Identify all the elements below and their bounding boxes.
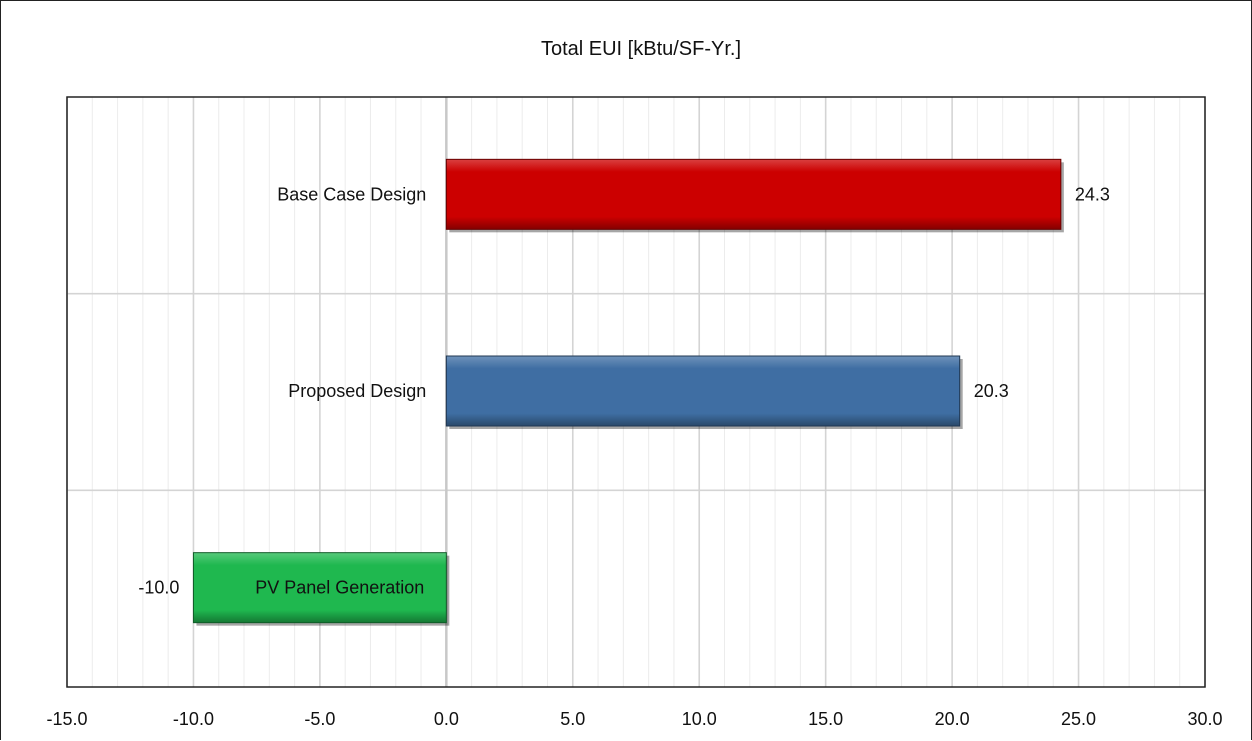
bar-proposed-design [445, 355, 961, 427]
bar-pv-panel-generation [192, 552, 447, 624]
bar-base-case-design [445, 158, 1062, 230]
plot-area [66, 96, 1206, 688]
data-label: -10.0 [138, 578, 179, 598]
chart-title: Total EUI [kBtu/SF-Yr.] [541, 38, 741, 60]
x-tick-label: 10.0 [682, 709, 717, 729]
category-label: Proposed Design [288, 381, 426, 401]
x-tick-label: 30.0 [1187, 709, 1222, 729]
x-tick-label: 0.0 [434, 709, 459, 729]
x-tick-label: -5.0 [304, 709, 335, 729]
category-label: PV Panel Generation [255, 578, 424, 598]
category-label: Base Case Design [277, 184, 426, 204]
x-tick-label: 5.0 [560, 709, 585, 729]
data-label: 20.3 [974, 381, 1009, 401]
x-tick-label: 15.0 [808, 709, 843, 729]
data-label: 24.3 [1075, 184, 1110, 204]
labels: Base Case Design 24.3 Proposed Design 20.3 P… [46, 184, 1222, 729]
x-tick-label: 20.0 [935, 709, 970, 729]
x-tick-label: -15.0 [46, 709, 87, 729]
x-tick-label: -10.0 [173, 709, 214, 729]
x-tick-label: 25.0 [1061, 709, 1096, 729]
bars [192, 158, 1064, 626]
